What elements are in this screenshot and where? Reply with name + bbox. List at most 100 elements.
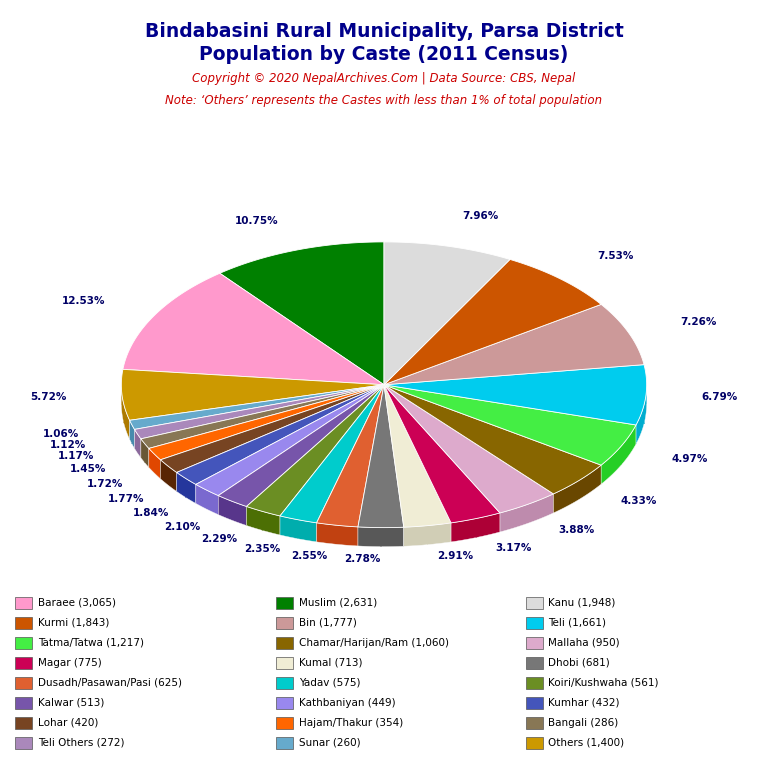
Polygon shape (316, 385, 384, 542)
Polygon shape (247, 385, 384, 516)
Ellipse shape (121, 246, 647, 531)
Polygon shape (148, 449, 150, 468)
Text: 7.26%: 7.26% (680, 317, 717, 327)
Polygon shape (149, 385, 384, 468)
Polygon shape (358, 385, 384, 546)
Polygon shape (384, 385, 451, 542)
Polygon shape (134, 429, 135, 449)
Polygon shape (450, 523, 452, 542)
Polygon shape (177, 385, 384, 492)
Polygon shape (141, 439, 149, 468)
Polygon shape (636, 383, 647, 444)
Polygon shape (161, 460, 177, 492)
Polygon shape (280, 385, 384, 535)
Polygon shape (195, 485, 197, 504)
Polygon shape (384, 385, 554, 513)
Polygon shape (218, 385, 384, 515)
Polygon shape (149, 449, 161, 478)
Text: 3.17%: 3.17% (495, 542, 531, 552)
Text: Bindabasini Rural Municipality, Parsa District: Bindabasini Rural Municipality, Parsa Di… (144, 22, 624, 41)
Polygon shape (149, 385, 384, 468)
Polygon shape (129, 420, 131, 439)
Polygon shape (316, 523, 358, 546)
Polygon shape (316, 385, 384, 542)
Ellipse shape (121, 245, 647, 531)
Polygon shape (380, 528, 382, 547)
Polygon shape (427, 525, 429, 545)
Polygon shape (384, 365, 647, 425)
Polygon shape (384, 385, 601, 484)
Text: 4.97%: 4.97% (671, 454, 708, 464)
Ellipse shape (121, 243, 647, 529)
Polygon shape (601, 465, 602, 484)
Polygon shape (160, 460, 161, 478)
Polygon shape (527, 505, 528, 523)
Text: Chamar/Harijan/Ram (1,060): Chamar/Harijan/Ram (1,060) (299, 637, 449, 648)
Polygon shape (384, 385, 601, 484)
Text: Copyright © 2020 NepalArchives.Com | Data Source: CBS, Nepal: Copyright © 2020 NepalArchives.Com | Dat… (192, 72, 576, 85)
Polygon shape (196, 485, 218, 515)
Polygon shape (384, 385, 404, 546)
Ellipse shape (121, 256, 647, 541)
Polygon shape (384, 385, 451, 542)
Polygon shape (167, 466, 169, 485)
Polygon shape (384, 385, 404, 546)
Polygon shape (358, 385, 384, 546)
Polygon shape (384, 385, 636, 444)
Polygon shape (195, 485, 197, 504)
Polygon shape (280, 385, 384, 535)
Polygon shape (246, 506, 247, 525)
Text: 1.12%: 1.12% (49, 440, 86, 450)
Polygon shape (336, 525, 338, 545)
Polygon shape (176, 472, 177, 492)
Polygon shape (149, 385, 384, 460)
Text: Mallaha (950): Mallaha (950) (548, 637, 620, 648)
Polygon shape (134, 385, 384, 449)
Text: Kurmi (1,843): Kurmi (1,843) (38, 617, 109, 628)
Text: Baraee (3,065): Baraee (3,065) (38, 598, 116, 608)
Polygon shape (196, 385, 384, 495)
Polygon shape (280, 385, 384, 523)
Polygon shape (247, 506, 280, 535)
Polygon shape (161, 385, 384, 472)
Ellipse shape (121, 254, 647, 540)
Polygon shape (553, 494, 554, 513)
Polygon shape (137, 434, 138, 453)
Text: Dhobi (681): Dhobi (681) (548, 657, 610, 668)
Ellipse shape (121, 249, 647, 535)
Polygon shape (129, 420, 131, 439)
Polygon shape (646, 385, 647, 404)
Polygon shape (218, 385, 384, 506)
Polygon shape (247, 385, 384, 525)
Polygon shape (141, 385, 384, 458)
Text: Kalwar (513): Kalwar (513) (38, 697, 104, 708)
Text: 3.88%: 3.88% (558, 525, 594, 535)
Polygon shape (384, 260, 601, 385)
Polygon shape (384, 385, 554, 513)
Polygon shape (384, 385, 500, 532)
Text: Dusadh/Pasawan/Pasi (625): Dusadh/Pasawan/Pasi (625) (38, 677, 181, 688)
Polygon shape (148, 449, 150, 468)
Text: 1.45%: 1.45% (70, 464, 106, 474)
Polygon shape (601, 425, 636, 484)
Polygon shape (121, 386, 122, 406)
Polygon shape (358, 527, 404, 547)
Polygon shape (358, 385, 404, 528)
Ellipse shape (121, 258, 647, 544)
Text: Others (1,400): Others (1,400) (548, 737, 624, 748)
Polygon shape (220, 242, 384, 385)
Text: Population by Caste (2011 Census): Population by Caste (2011 Census) (200, 45, 568, 64)
Text: 2.78%: 2.78% (344, 554, 380, 564)
Polygon shape (218, 385, 384, 515)
Polygon shape (144, 444, 145, 463)
Polygon shape (316, 523, 317, 542)
Text: 2.10%: 2.10% (164, 521, 200, 531)
Polygon shape (403, 527, 405, 546)
Polygon shape (384, 242, 510, 385)
Polygon shape (196, 385, 384, 504)
Polygon shape (177, 385, 384, 485)
Text: 2.29%: 2.29% (201, 534, 237, 544)
Polygon shape (601, 465, 602, 484)
Text: 7.53%: 7.53% (598, 251, 634, 261)
Polygon shape (451, 513, 500, 542)
